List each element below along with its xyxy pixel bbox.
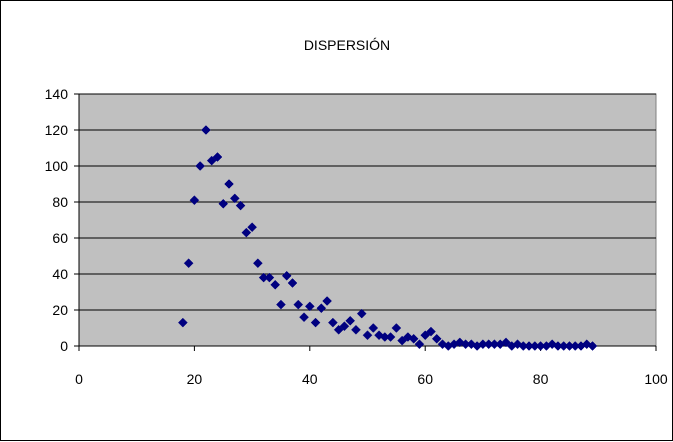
x-tick-label: 60: [417, 371, 433, 387]
data-point: [235, 200, 246, 211]
data-point: [408, 333, 419, 344]
y-tick-label: 60: [52, 230, 68, 246]
data-point: [391, 323, 402, 333]
data-point: [431, 333, 442, 344]
data-point: [299, 312, 309, 323]
data-point: [229, 193, 240, 204]
data-point: [264, 272, 275, 283]
data-point: [397, 335, 407, 346]
data-point: [178, 317, 188, 328]
y-tick-label: 120: [45, 122, 69, 138]
data-point: [385, 332, 396, 342]
data-point: [247, 222, 257, 233]
data-point: [281, 270, 292, 281]
y-tick-label: 80: [52, 194, 68, 210]
data-point: [201, 125, 211, 135]
data-point: [316, 303, 327, 314]
x-tick-label: 20: [187, 371, 203, 387]
x-tick-label: 40: [302, 371, 318, 387]
data-point: [322, 296, 332, 306]
data-point: [328, 317, 338, 328]
x-axis: 0 20 40 60 80 100: [75, 345, 668, 387]
data-point: [351, 324, 361, 335]
data-point: [501, 337, 511, 348]
data-point: [310, 317, 321, 328]
data-point: [362, 330, 373, 341]
data-point: [414, 339, 425, 350]
data-point: [356, 308, 367, 319]
data-point: [189, 195, 200, 206]
plot-area: [78, 93, 657, 347]
data-points: [178, 125, 598, 351]
y-axis: 0 20 40 60 80 100 120 140: [45, 86, 80, 354]
data-point: [420, 330, 431, 341]
data-point: [270, 279, 281, 290]
data-point: [241, 227, 252, 238]
data-point: [293, 299, 304, 310]
data-point: [276, 299, 286, 310]
data-point: [304, 301, 315, 312]
data-point: [368, 323, 379, 333]
y-tick-label: 40: [52, 266, 68, 282]
data-point: [218, 198, 229, 209]
data-point: [224, 179, 234, 189]
y-tick-label: 140: [45, 86, 69, 102]
data-point: [426, 326, 436, 337]
y-tick-label: 20: [52, 302, 68, 318]
x-tick-label: 80: [533, 371, 549, 387]
y-tick-label: 100: [45, 158, 69, 174]
x-tick-label: 0: [75, 371, 83, 387]
x-tick-label: 100: [644, 371, 668, 387]
data-point: [206, 155, 217, 166]
data-point: [339, 321, 350, 332]
data-point: [253, 258, 263, 269]
y-tick-label: 0: [60, 338, 68, 354]
gridlines: [79, 93, 656, 347]
chart-title: DISPERSIÓN: [304, 37, 390, 53]
data-point: [587, 341, 598, 351]
data-point: [195, 161, 206, 171]
data-point: [345, 315, 356, 326]
data-point: [183, 258, 194, 269]
data-point: [212, 152, 223, 162]
data-point: [333, 324, 344, 335]
data-point: [287, 278, 298, 288]
